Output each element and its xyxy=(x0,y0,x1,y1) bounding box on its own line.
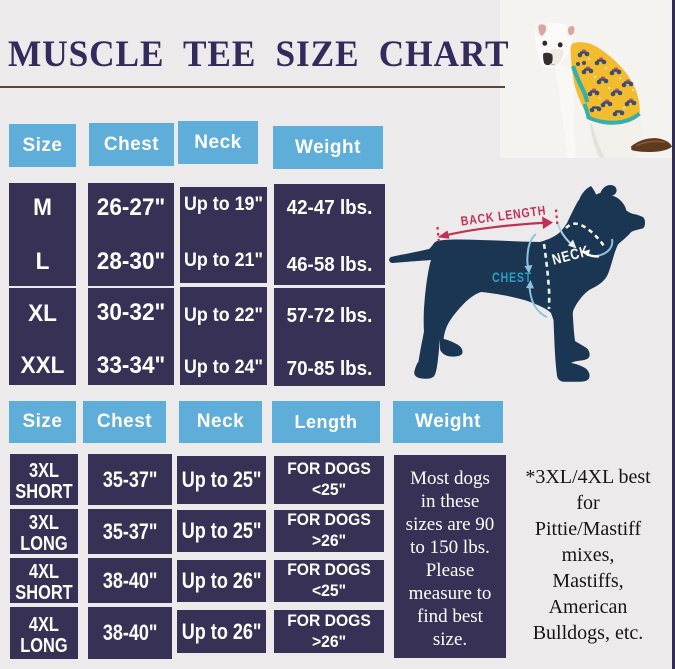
svg-text:BACK LENGTH: BACK LENGTH xyxy=(460,202,547,228)
svg-text:CHEST: CHEST xyxy=(492,269,532,285)
